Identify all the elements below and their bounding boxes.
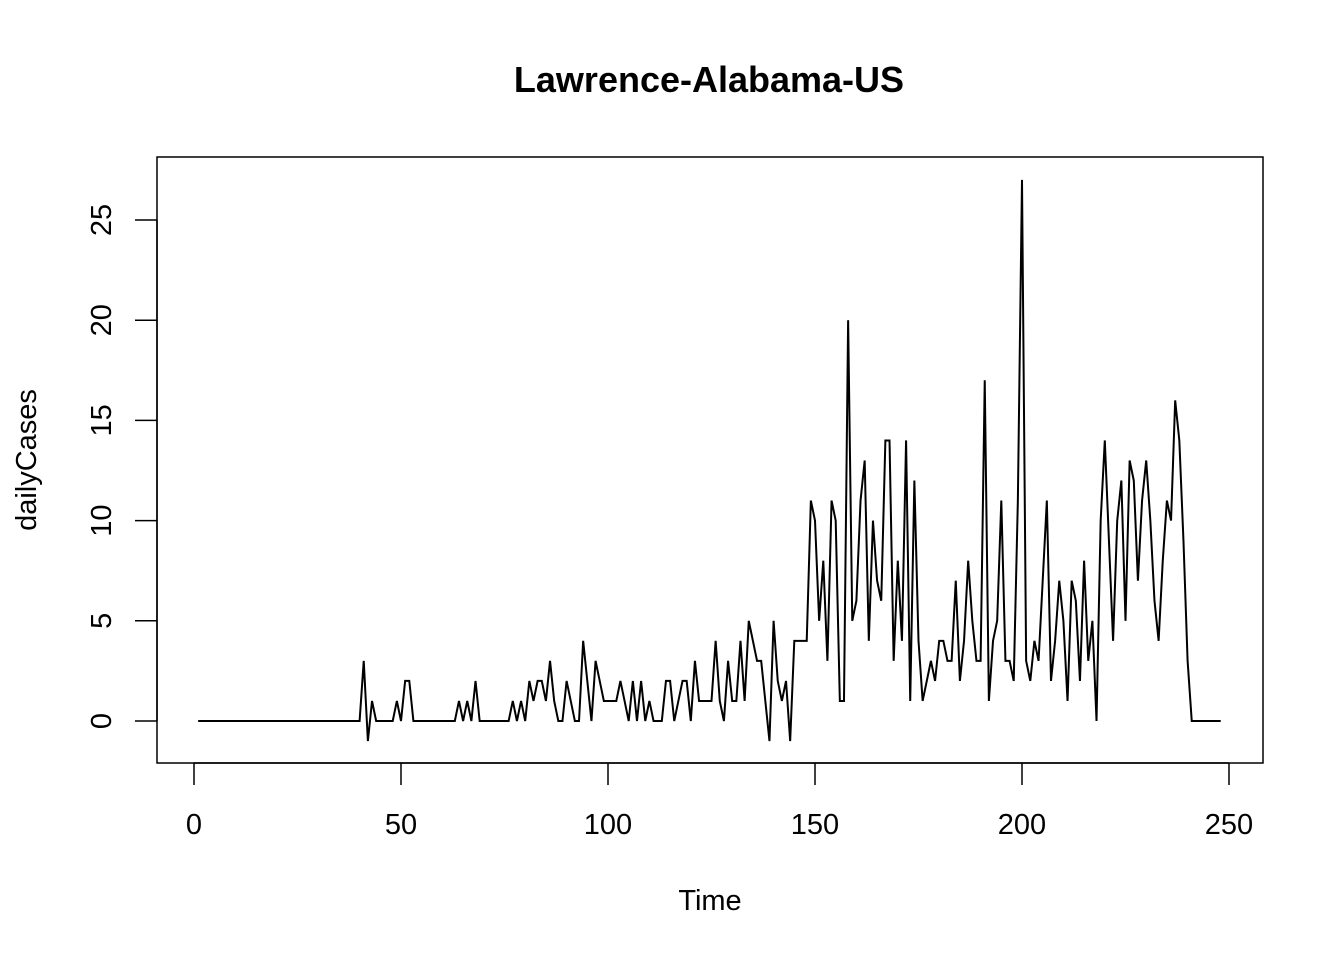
series-line-0 — [198, 179, 1221, 742]
x-tick-label: 0 — [186, 809, 202, 841]
x-tick-label: 100 — [584, 809, 632, 841]
y-tick-label: 0 — [86, 713, 118, 729]
x-tick-label: 200 — [998, 809, 1046, 841]
series-layer — [198, 179, 1221, 742]
y-tick-label: 10 — [86, 504, 118, 536]
y-axis-label: dailyCases — [11, 389, 43, 531]
y-tick-label: 25 — [86, 204, 118, 236]
chart-title: Lawrence-Alabama-US — [514, 59, 904, 100]
y-tick-label: 20 — [86, 304, 118, 336]
x-tick-label: 250 — [1205, 809, 1253, 841]
x-tick-label: 150 — [791, 809, 839, 841]
x-tick-label: 50 — [385, 809, 417, 841]
y-tick-label: 15 — [86, 404, 118, 436]
x-axis: 0 50 100 150 200 250 — [186, 762, 1253, 841]
y-tick-label: 5 — [86, 613, 118, 629]
x-axis-label: Time — [678, 885, 741, 917]
y-axis: 0 5 10 15 20 25 — [86, 204, 158, 729]
